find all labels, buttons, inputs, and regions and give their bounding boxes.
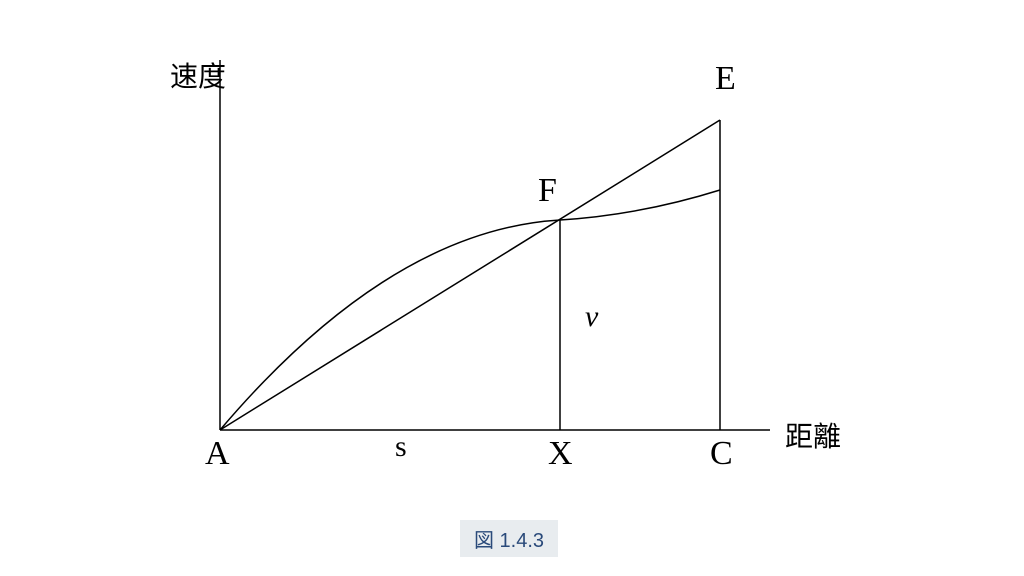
x-axis-label: 距離 xyxy=(785,415,841,455)
var-v-label: v xyxy=(585,300,598,334)
point-C-label: C xyxy=(710,435,733,473)
y-axis-label: 速度 xyxy=(170,55,226,95)
point-F-label: F xyxy=(538,172,557,210)
point-E-label: E xyxy=(715,60,736,98)
diagram-container: 速度 距離 A X C F E v s 図 1.4.3 xyxy=(0,0,1024,576)
point-A-label: A xyxy=(205,435,230,473)
diagram-svg xyxy=(0,0,1024,576)
figure-caption: 図 1.4.3 xyxy=(460,520,558,557)
curve-AF xyxy=(220,190,720,430)
point-X-label: X xyxy=(548,435,573,473)
line-AE xyxy=(220,120,720,430)
var-s-label: s xyxy=(395,430,407,464)
